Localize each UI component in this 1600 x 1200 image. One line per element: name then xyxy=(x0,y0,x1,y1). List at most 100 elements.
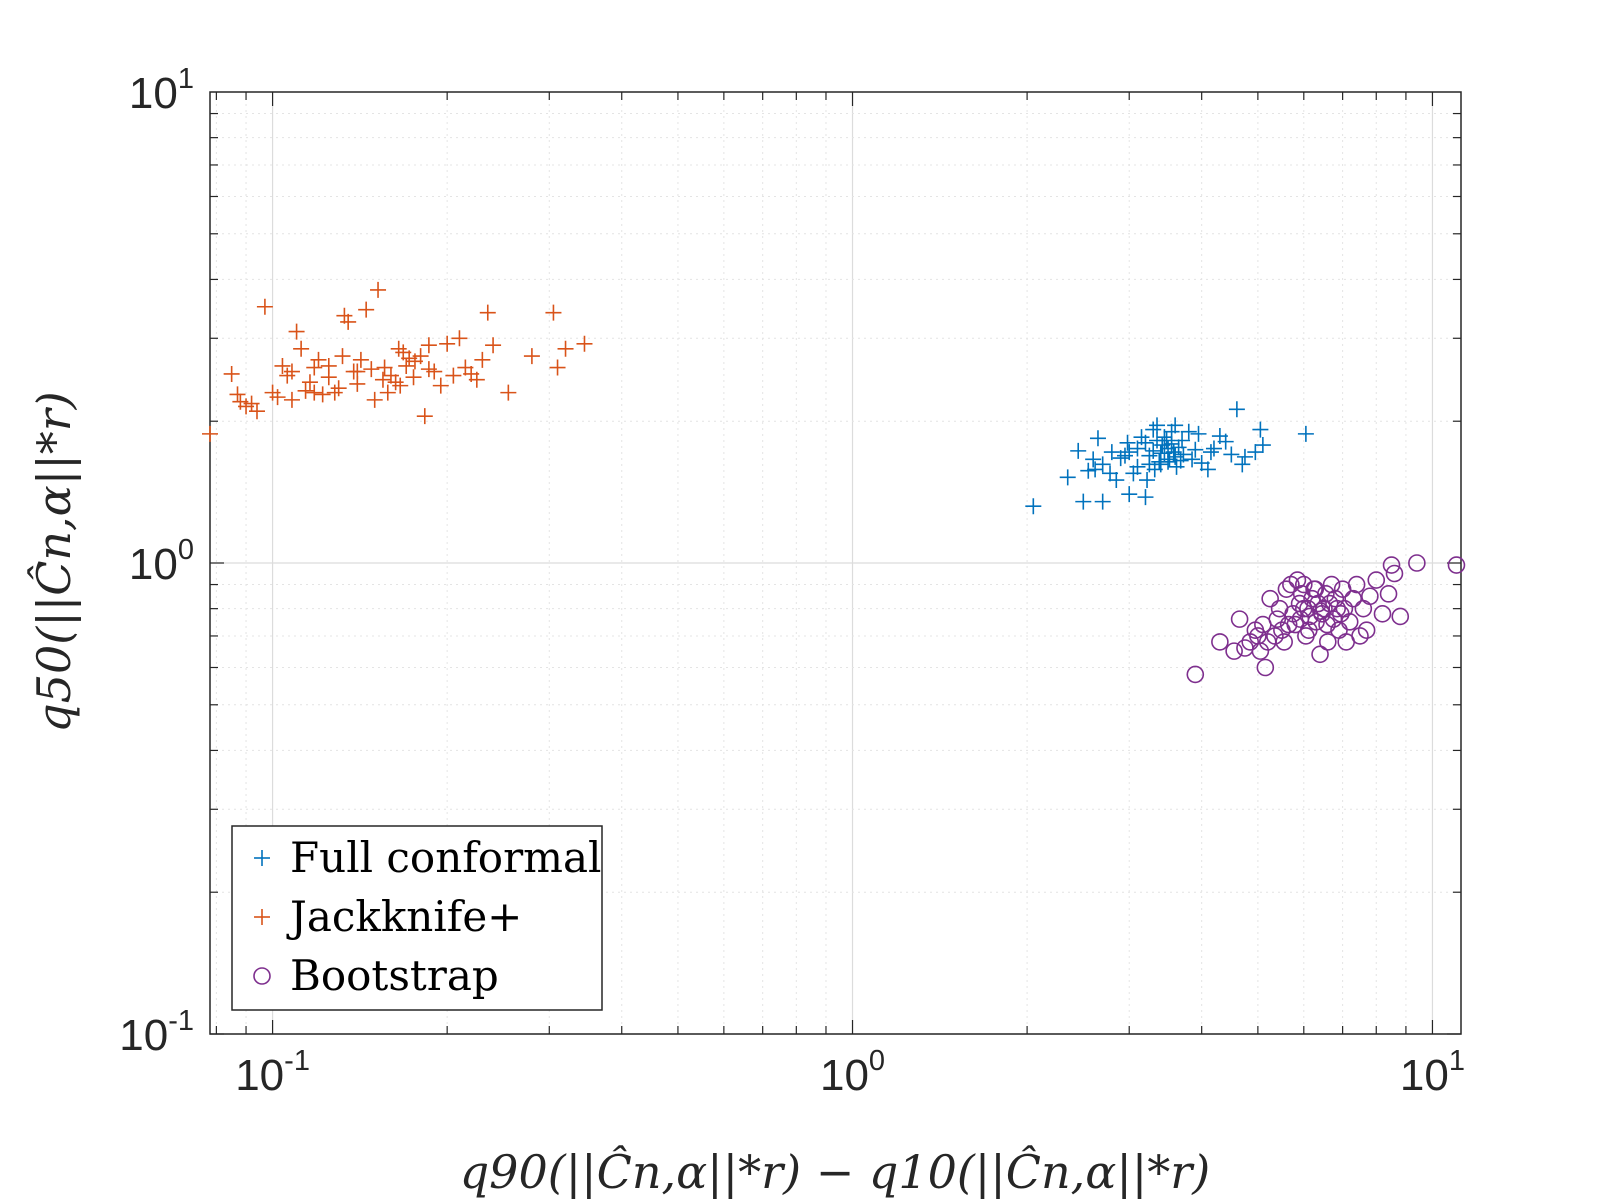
x-tick-label: 101 xyxy=(1400,1045,1465,1100)
data-point xyxy=(326,384,343,401)
data-point xyxy=(451,330,468,347)
data-point xyxy=(474,351,491,368)
y-tick-label: 101 xyxy=(129,63,194,118)
data-point xyxy=(1294,599,1313,618)
data-point xyxy=(420,361,437,378)
data-point xyxy=(1133,429,1150,446)
data-point xyxy=(1205,440,1222,457)
data-point xyxy=(1379,585,1398,603)
y-tick-label: 10-1 xyxy=(119,1005,194,1060)
data-point xyxy=(1447,556,1466,574)
data-point xyxy=(1391,607,1410,626)
data-point xyxy=(1335,599,1354,618)
data-point xyxy=(1119,434,1136,451)
data-point xyxy=(358,301,375,318)
data-point xyxy=(1125,465,1142,482)
data-point xyxy=(306,384,323,401)
data-point xyxy=(1268,610,1287,628)
data-point xyxy=(1351,627,1369,645)
legend-marker-full-conformal xyxy=(254,850,270,866)
data-point xyxy=(352,351,369,368)
data-point xyxy=(1129,458,1146,475)
tick-labels: 10-1 100 101 10-1 100 101 xyxy=(119,63,1465,1100)
data-point xyxy=(1199,461,1216,478)
data-point xyxy=(1075,493,1092,510)
data-point xyxy=(1180,423,1197,440)
data-point xyxy=(1382,556,1401,574)
data-point xyxy=(576,335,593,352)
data-point xyxy=(288,323,305,340)
data-point xyxy=(283,363,300,380)
legend-label-full-conformal: Full conformal xyxy=(290,833,601,882)
data-point xyxy=(1247,444,1264,461)
data-point xyxy=(374,371,391,388)
data-point xyxy=(1322,575,1341,594)
data-point xyxy=(1112,450,1129,467)
data-point xyxy=(1146,461,1163,478)
data-point xyxy=(274,357,291,374)
data-point xyxy=(306,359,323,376)
data-point xyxy=(1297,425,1314,442)
data-point xyxy=(297,382,314,399)
data-point xyxy=(1299,621,1318,639)
data-point xyxy=(1080,462,1097,479)
data-point xyxy=(1172,452,1189,469)
data-point xyxy=(1025,498,1042,515)
data-point xyxy=(248,403,265,420)
data-point xyxy=(1151,453,1168,470)
data-point xyxy=(545,304,562,321)
data-point xyxy=(1089,430,1106,447)
data-point xyxy=(479,304,496,321)
data-point xyxy=(1190,425,1207,442)
data-point xyxy=(1116,447,1133,464)
legend-label-jackknife: Jackknife+ xyxy=(286,892,522,941)
data-point xyxy=(1236,448,1253,465)
data-point xyxy=(1059,469,1076,486)
x-axis-label: q90(||Ĉn,α||*r) − q10(||Ĉn,α||*r) xyxy=(460,1144,1211,1199)
data-point xyxy=(398,357,415,374)
legend-marker-bootstrap xyxy=(253,967,271,985)
legend-label-bootstrap: Bootstrap xyxy=(290,951,499,1000)
data-point xyxy=(1306,580,1325,598)
data-point xyxy=(1373,605,1392,623)
data-point xyxy=(1145,421,1162,438)
data-point xyxy=(1102,465,1119,482)
data-point xyxy=(1256,658,1275,677)
data-point xyxy=(1223,446,1240,463)
data-point xyxy=(1163,423,1180,440)
data-point xyxy=(1168,458,1185,475)
data-point xyxy=(1252,421,1269,438)
data-point xyxy=(229,386,246,403)
data-point xyxy=(1261,589,1279,608)
data-point xyxy=(405,369,422,386)
data-point xyxy=(557,340,574,357)
data-point xyxy=(1347,575,1366,594)
data-point xyxy=(1211,428,1228,445)
data-point xyxy=(1234,456,1251,473)
series-jackknife xyxy=(202,281,593,442)
data-point xyxy=(439,335,456,352)
legend-marker-jackknife xyxy=(254,909,270,925)
data-point xyxy=(1279,615,1298,634)
plot-border xyxy=(209,91,1462,1035)
data-point xyxy=(1385,564,1404,583)
data-point xyxy=(416,408,433,425)
data-points xyxy=(202,281,1466,684)
data-point xyxy=(336,307,353,324)
data-point xyxy=(366,391,383,408)
data-point xyxy=(1108,472,1125,489)
series-bootstrap xyxy=(1186,554,1466,684)
data-point xyxy=(202,425,218,442)
data-point xyxy=(500,384,517,401)
data-point xyxy=(445,367,462,384)
data-point xyxy=(1187,441,1204,458)
data-point xyxy=(314,386,331,403)
data-point xyxy=(330,380,347,397)
data-point xyxy=(1085,451,1102,468)
x-tick-label: 10-1 xyxy=(235,1045,310,1100)
data-point xyxy=(392,377,409,394)
data-point xyxy=(523,348,540,365)
data-point xyxy=(340,313,357,330)
data-point xyxy=(1367,571,1386,589)
